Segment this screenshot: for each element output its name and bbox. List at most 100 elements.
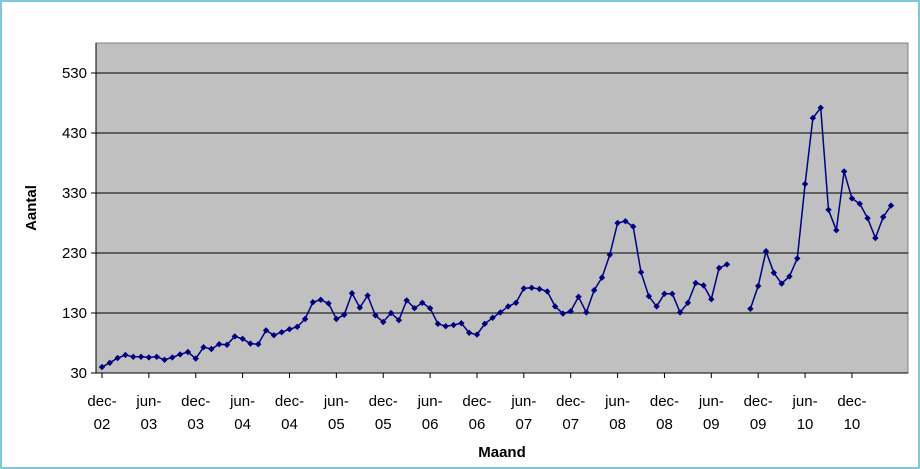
x-tick-label: 10: [797, 416, 814, 433]
x-tick-label: dec-: [744, 393, 773, 410]
data-point: [684, 299, 692, 306]
data-point: [676, 309, 684, 316]
data-point: [106, 359, 114, 366]
data-point: [255, 341, 262, 348]
x-tick-label: 06: [422, 416, 439, 433]
x-tick-label: jun-: [417, 393, 443, 410]
data-point: [239, 335, 246, 342]
data-point: [208, 345, 215, 353]
data-point: [333, 315, 340, 323]
x-tick-label: dec-: [181, 393, 210, 410]
y-tick-label: 130: [62, 305, 87, 322]
data-point: [497, 309, 504, 316]
data-point: [770, 269, 778, 276]
data-point: [598, 274, 606, 281]
x-tick-label: dec-: [462, 393, 491, 410]
data-point: [879, 213, 887, 221]
data-point: [161, 356, 168, 363]
data-point: [754, 282, 762, 290]
data-point: [372, 312, 379, 319]
data-point: [887, 202, 895, 209]
data-point: [700, 282, 707, 289]
data-point: [520, 285, 528, 292]
data-point: [801, 180, 809, 188]
data-point: [872, 234, 879, 242]
data-point: [630, 223, 637, 230]
data-point: [762, 248, 770, 255]
data-point: [575, 293, 582, 300]
x-tick-label: jun-: [323, 393, 349, 410]
data-point: [395, 317, 403, 324]
data-point: [247, 340, 254, 347]
data-point: [114, 354, 121, 362]
data-point: [169, 354, 176, 361]
data-point: [348, 290, 356, 297]
data-point: [356, 304, 363, 311]
data-point: [465, 329, 473, 336]
data-point: [833, 227, 840, 234]
data-point: [512, 299, 520, 306]
data-point: [286, 326, 293, 333]
data-point: [426, 305, 434, 312]
data-point: [419, 299, 426, 306]
data-point: [661, 290, 668, 297]
data-point: [825, 206, 832, 213]
data-point: [340, 311, 348, 318]
x-tick-label: 05: [375, 416, 392, 433]
y-axis-title: Aantal: [23, 185, 40, 231]
data-point: [294, 323, 301, 330]
x-tick-label: 03: [187, 416, 204, 433]
data-point: [450, 321, 457, 329]
data-point: [192, 355, 199, 362]
data-point: [301, 315, 309, 323]
x-tick-label: 08: [609, 416, 626, 433]
data-point: [840, 168, 848, 175]
data-point: [176, 351, 184, 358]
data-point: [817, 104, 824, 111]
x-tick-label: dec-: [369, 393, 398, 410]
data-point: [536, 285, 543, 293]
data-point: [325, 300, 332, 307]
data-point: [153, 353, 160, 360]
data-point: [544, 288, 551, 295]
x-tick-label: dec-: [556, 393, 585, 410]
x-tick-label: dec-: [837, 393, 866, 410]
x-tick-label: jun-: [510, 393, 536, 410]
x-tick-label: 07: [562, 416, 579, 433]
data-point: [786, 273, 793, 280]
data-point: [481, 320, 488, 327]
data-point: [145, 354, 153, 361]
data-point: [715, 264, 723, 272]
data-point: [317, 296, 324, 303]
x-axis-title: Maand: [478, 444, 526, 461]
y-tick-label: 330: [62, 185, 87, 202]
data-point: [215, 341, 223, 348]
y-tick-label: 530: [62, 65, 87, 82]
data-point: [387, 309, 395, 317]
data-point: [489, 314, 496, 321]
x-tick-label: 03: [141, 416, 158, 433]
data-point: [606, 251, 613, 258]
data-point: [231, 333, 239, 340]
data-point: [309, 299, 317, 306]
data-point: [622, 218, 629, 225]
data-point: [364, 292, 371, 299]
data-point: [130, 353, 137, 360]
data-point: [403, 297, 410, 304]
data-point: [809, 114, 817, 122]
x-tick-label: 06: [469, 416, 486, 433]
data-point: [856, 200, 863, 207]
data-point: [708, 296, 715, 303]
series-layer: [98, 104, 895, 371]
data-point: [223, 341, 231, 348]
data-point: [278, 329, 285, 336]
x-tick-label: 04: [281, 416, 298, 433]
data-point: [442, 323, 449, 330]
x-tick-label: dec-: [87, 393, 116, 410]
data-point: [98, 363, 106, 371]
data-point: [669, 290, 676, 297]
data-point: [262, 327, 270, 334]
data-point: [270, 332, 278, 339]
x-tick-label: 04: [234, 416, 251, 433]
